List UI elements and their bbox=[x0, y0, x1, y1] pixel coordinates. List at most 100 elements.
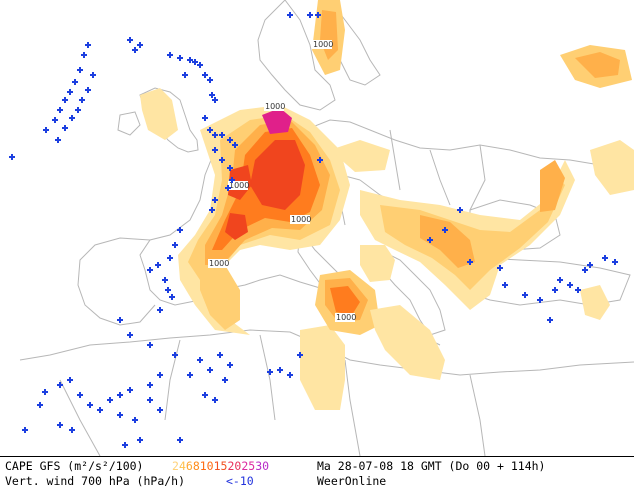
svg-text:1000: 1000 bbox=[209, 259, 229, 268]
cross-marker-icon bbox=[567, 282, 573, 288]
cross-marker-icon bbox=[177, 227, 183, 233]
scale-step: 8 bbox=[192, 459, 200, 473]
svg-text:1000: 1000 bbox=[291, 215, 311, 224]
map-canvas: 1000 1000 1000 1000 1000 1000 bbox=[9, 0, 634, 456]
cape-area bbox=[575, 52, 620, 78]
cross-marker-icon bbox=[467, 259, 473, 265]
cape-area bbox=[330, 286, 360, 315]
cross-marker-icon bbox=[147, 342, 153, 348]
cross-marker-icon bbox=[287, 372, 293, 378]
cross-marker-icon bbox=[307, 12, 313, 18]
cross-marker-icon bbox=[427, 237, 433, 243]
cross-marker-icon bbox=[169, 294, 175, 300]
cross-marker-icon bbox=[222, 377, 228, 383]
cross-marker-icon bbox=[67, 89, 73, 95]
cross-marker-icon bbox=[81, 52, 87, 58]
cross-marker-icon bbox=[37, 402, 43, 408]
cross-marker-icon bbox=[157, 372, 163, 378]
cross-marker-icon bbox=[582, 267, 588, 273]
cross-marker-icon bbox=[612, 259, 618, 265]
wind-threshold: <-10 bbox=[226, 474, 254, 488]
cross-marker-icon bbox=[217, 352, 223, 358]
cross-marker-icon bbox=[177, 55, 183, 61]
cross-marker-icon bbox=[522, 292, 528, 298]
cross-marker-icon bbox=[227, 137, 233, 143]
cross-marker-icon bbox=[127, 37, 133, 43]
cross-marker-icon bbox=[587, 262, 593, 268]
cross-marker-icon bbox=[69, 427, 75, 433]
cross-marker-icon bbox=[297, 352, 303, 358]
cross-marker-icon bbox=[287, 12, 293, 18]
cross-marker-icon bbox=[147, 382, 153, 388]
cross-marker-icon bbox=[9, 154, 15, 160]
scale-step: 2 bbox=[172, 459, 179, 473]
cross-marker-icon bbox=[62, 97, 68, 103]
cross-marker-icon bbox=[127, 332, 133, 338]
cross-marker-icon bbox=[87, 402, 93, 408]
cross-marker-icon bbox=[62, 125, 68, 131]
cross-marker-icon bbox=[602, 255, 608, 261]
scale-step: 6 bbox=[185, 459, 193, 473]
cross-marker-icon bbox=[212, 197, 218, 203]
cross-marker-icon bbox=[79, 97, 85, 103]
color-scale: 24681015202530 bbox=[172, 459, 269, 474]
scale-step: 10 bbox=[199, 459, 214, 473]
cross-marker-icon bbox=[132, 47, 138, 53]
wind-label: Vert. wind 700 hPa (hPa/h) bbox=[5, 474, 186, 488]
cross-marker-icon bbox=[157, 307, 163, 313]
cross-marker-icon bbox=[317, 157, 323, 163]
cross-marker-icon bbox=[172, 352, 178, 358]
cross-marker-icon bbox=[165, 287, 171, 293]
cross-marker-icon bbox=[155, 262, 161, 268]
cross-marker-icon bbox=[209, 92, 215, 98]
scale-step: 4 bbox=[178, 459, 186, 473]
cross-marker-icon bbox=[177, 437, 183, 443]
cross-marker-icon bbox=[557, 277, 563, 283]
cross-marker-icon bbox=[187, 372, 193, 378]
cross-marker-icon bbox=[212, 132, 218, 138]
cross-marker-icon bbox=[55, 137, 61, 143]
contour-label: 1000 bbox=[290, 215, 311, 224]
cross-marker-icon bbox=[147, 397, 153, 403]
cape-area bbox=[370, 305, 445, 380]
cape-area bbox=[380, 175, 565, 290]
cape-area bbox=[360, 245, 395, 282]
scale-step: 20 bbox=[227, 459, 242, 473]
cross-marker-icon bbox=[202, 72, 208, 78]
cross-marker-icon bbox=[117, 392, 123, 398]
cape-area bbox=[250, 140, 305, 210]
cross-marker-icon bbox=[117, 412, 123, 418]
cross-marker-icon bbox=[97, 407, 103, 413]
cross-marker-icon bbox=[227, 362, 233, 368]
scale-step: 30 bbox=[255, 459, 270, 473]
contour-label: 1000 bbox=[264, 102, 285, 111]
cross-marker-icon bbox=[232, 142, 238, 148]
cross-marker-icon bbox=[207, 77, 213, 83]
cross-marker-icon bbox=[77, 67, 83, 73]
cape-area bbox=[140, 88, 178, 140]
cross-marker-icon bbox=[57, 422, 63, 428]
cross-marker-icon bbox=[552, 287, 558, 293]
cross-marker-icon bbox=[187, 57, 193, 63]
cross-marker-icon bbox=[57, 382, 63, 388]
cape-area bbox=[580, 285, 610, 320]
cape-area bbox=[540, 160, 565, 212]
cross-marker-icon bbox=[43, 127, 49, 133]
cross-marker-icon bbox=[502, 282, 508, 288]
cross-marker-icon bbox=[442, 227, 448, 233]
cross-marker-icon bbox=[229, 177, 235, 183]
cape-label: CAPE GFS (m²/s²/100) bbox=[5, 459, 144, 473]
scale-step: 25 bbox=[241, 459, 256, 473]
cape-area bbox=[300, 325, 345, 410]
cape-area bbox=[590, 140, 634, 195]
cross-marker-icon bbox=[277, 367, 283, 373]
cross-marker-icon bbox=[167, 52, 173, 58]
cross-marker-icon bbox=[42, 389, 48, 395]
cross-marker-icon bbox=[127, 387, 133, 393]
cross-marker-icon bbox=[537, 297, 543, 303]
cross-marker-icon bbox=[67, 377, 73, 383]
cross-marker-icon bbox=[22, 427, 28, 433]
contour-label: 1000 bbox=[228, 181, 249, 190]
cross-marker-icon bbox=[137, 42, 143, 48]
cross-marker-icon bbox=[117, 317, 123, 323]
